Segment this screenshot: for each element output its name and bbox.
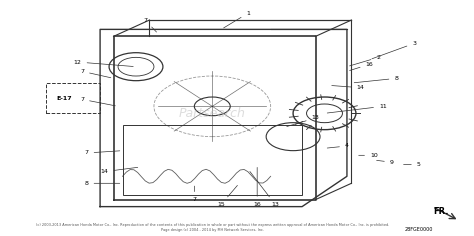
- Text: 16: 16: [350, 62, 373, 71]
- Text: 12: 12: [74, 59, 133, 67]
- Text: 13: 13: [250, 172, 279, 207]
- Text: 7: 7: [85, 151, 120, 156]
- Text: 13: 13: [287, 115, 319, 126]
- Text: 4: 4: [327, 143, 349, 148]
- Text: 8: 8: [85, 181, 120, 186]
- Text: FR.: FR.: [433, 207, 449, 216]
- Text: 28FGE0000: 28FGE0000: [405, 228, 433, 232]
- Text: 2: 2: [350, 55, 380, 66]
- Text: 11: 11: [327, 104, 387, 113]
- Text: 7: 7: [80, 97, 115, 106]
- Text: 16: 16: [253, 167, 261, 207]
- Text: 15: 15: [218, 185, 237, 207]
- Text: 10: 10: [359, 153, 378, 158]
- Text: 7: 7: [143, 17, 156, 32]
- Text: Page design (c) 2004 - 2014 by MH Network Services, Inc.: Page design (c) 2004 - 2014 by MH Networ…: [161, 228, 264, 232]
- Text: E-17: E-17: [56, 96, 72, 101]
- Text: 7: 7: [80, 69, 111, 78]
- Text: 14: 14: [100, 167, 138, 174]
- Text: 8: 8: [354, 76, 398, 83]
- Bar: [123, 125, 302, 195]
- Text: 14: 14: [332, 85, 365, 90]
- Text: (c) 2003-2013 American Honda Motor Co., Inc. Reproduction of the contents of thi: (c) 2003-2013 American Honda Motor Co., …: [36, 223, 389, 227]
- Text: 1: 1: [224, 11, 250, 28]
- Text: 3: 3: [372, 41, 416, 59]
- Bar: [46, 83, 100, 113]
- Text: 7: 7: [192, 186, 196, 202]
- Text: 5: 5: [403, 162, 421, 167]
- Text: Partsearch: Partsearch: [179, 107, 246, 120]
- Text: 9: 9: [377, 160, 394, 165]
